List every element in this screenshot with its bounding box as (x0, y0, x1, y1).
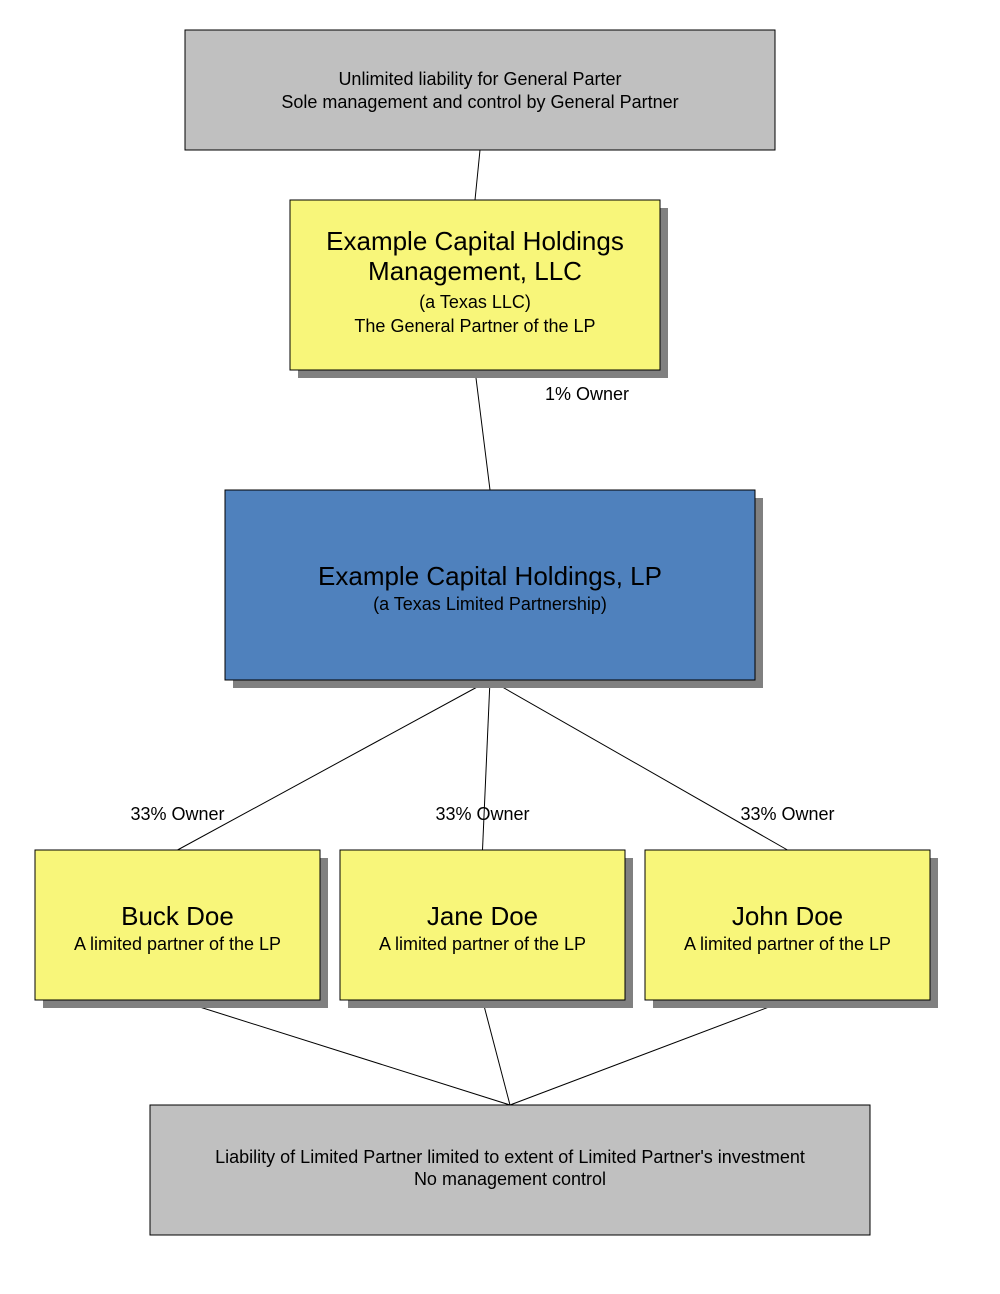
partner-0-name: Buck Doe (121, 901, 234, 931)
svg-text:No management control: No management control (414, 1169, 606, 1189)
svg-text:Liability of Limited Partner l: Liability of Limited Partner limited to … (215, 1147, 805, 1167)
svg-text:Example Capital Holdings, LP: Example Capital Holdings, LP (318, 561, 662, 591)
partner-2-name: John Doe (732, 901, 843, 931)
svg-text:Management, LLC: Management, LLC (368, 256, 582, 286)
top-liability-note (185, 30, 775, 150)
partner-0-role: A limited partner of the LP (74, 934, 281, 954)
svg-text:Sole management and control by: Sole management and control by General P… (281, 92, 678, 112)
partner-1-name: Jane Doe (427, 901, 538, 931)
partner-2-role: A limited partner of the LP (684, 934, 891, 954)
svg-text:(a Texas LLC): (a Texas LLC) (419, 292, 531, 312)
gp-owner-label: 1% Owner (545, 384, 629, 404)
partner-2-owner-label: 33% Owner (740, 804, 834, 824)
partner-0-owner-label: 33% Owner (130, 804, 224, 824)
partner-1-role: A limited partner of the LP (379, 934, 586, 954)
org-structure-diagram: Unlimited liability for General Parter So… (0, 0, 1000, 1294)
svg-text:Unlimited liability for Genera: Unlimited liability for General Parter (338, 69, 621, 89)
svg-text:(a Texas Limited Partnership): (a Texas Limited Partnership) (373, 594, 607, 614)
svg-text:Example Capital Holdings: Example Capital Holdings (326, 226, 624, 256)
svg-text:The General Partner of the LP: The General Partner of the LP (354, 316, 595, 336)
partner-1-owner-label: 33% Owner (435, 804, 529, 824)
